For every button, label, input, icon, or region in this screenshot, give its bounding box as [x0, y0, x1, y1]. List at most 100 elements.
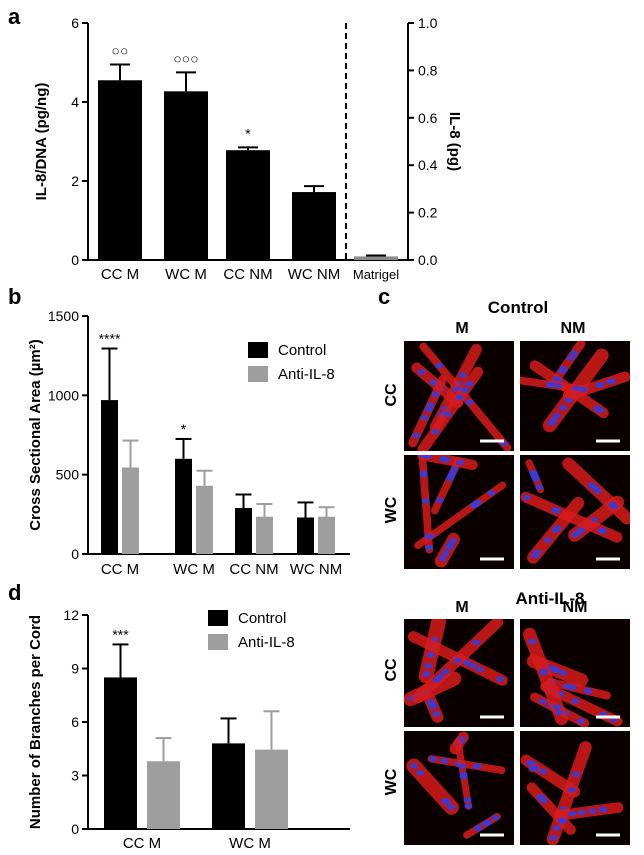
micrograph-nucleus [474, 825, 483, 832]
micrograph-nucleus [553, 525, 562, 532]
micrograph-images [404, 341, 630, 845]
micrograph-nucleus [571, 771, 580, 778]
chart-b-y-tick-label: 1500 [48, 308, 79, 324]
micrograph-nucleus [424, 662, 433, 669]
chart-a-category-label: CC NM [223, 266, 272, 283]
micrograph-nucleus [576, 718, 585, 725]
micrograph-nucleus [567, 786, 576, 793]
chart-b-y-tick-label: 500 [56, 467, 80, 483]
chart-a-bar [98, 80, 142, 261]
micrograph-title-anti-il8: Anti-IL-8 [516, 589, 585, 608]
micrograph-nucleus [571, 531, 580, 538]
micrograph-nucleus [463, 796, 472, 803]
chart-a-y2-title: IL-8 (pg) [446, 112, 463, 171]
micrograph-anti-cc-m [404, 619, 514, 727]
micrograph-nucleus [583, 688, 592, 695]
micrograph-nucleus [588, 807, 597, 814]
chart-a-y-tick-label: 0 [71, 252, 79, 268]
micrograph-nucleus [481, 820, 490, 827]
chart-a-y-tick-label: 6 [71, 15, 79, 31]
chart-a-category-label: WC NM [288, 266, 341, 283]
chart-a-category-label: CC M [101, 266, 139, 283]
chart-b-bar-anti-il8 [196, 485, 213, 554]
micrograph-nucleus [552, 412, 561, 419]
micrograph-nucleus [473, 763, 482, 770]
micrograph-nucleus [555, 709, 564, 716]
micrograph-nucleus [571, 698, 580, 705]
micrograph-row-label-cc: CC [383, 383, 400, 407]
micrograph-nucleus [530, 765, 539, 772]
micrograph-nucleus [441, 797, 450, 804]
micrograph-nucleus [551, 507, 560, 514]
micrograph-nucleus [568, 810, 577, 817]
chart-d-y-tick-label: 3 [71, 768, 79, 784]
chart-d-legend-label: Control [238, 610, 286, 627]
micrograph-anti-wc-nm [520, 731, 630, 845]
micrograph-nucleus [428, 703, 437, 710]
micrograph-content [406, 731, 506, 839]
micrograph-nucleus [455, 394, 464, 401]
chart-a-bar [354, 256, 398, 260]
chart-a-y-tick-label: 4 [71, 94, 79, 110]
micrograph-nucleus [538, 698, 547, 705]
micrograph-nucleus [567, 355, 576, 362]
micrograph-nucleus [465, 380, 474, 387]
chart-d-category-label: WC M [229, 835, 271, 852]
micrograph-cell-strand [551, 341, 586, 385]
panel-label-a: a [8, 4, 21, 29]
micrograph-nucleus [435, 497, 444, 504]
micrograph-nucleus [549, 834, 558, 841]
chart-d-bar-anti-il8 [255, 749, 288, 829]
micrograph-nucleus [539, 768, 548, 775]
micrograph-nucleus [424, 533, 433, 540]
micrograph-nucleus [429, 379, 438, 386]
chart-a-category-label: Matrigel [353, 267, 399, 282]
chart-a-significance: * [245, 125, 251, 141]
chart-d-significance: *** [112, 626, 129, 642]
panel-label-c: c [378, 284, 390, 309]
micrograph-content [520, 341, 630, 433]
micrograph-content [414, 455, 507, 568]
micrograph-nucleus [522, 494, 531, 501]
micrograph-nucleus [431, 428, 440, 435]
micrograph-nucleus [459, 773, 468, 780]
micrograph-nucleus [422, 671, 431, 678]
micrograph-nucleus [461, 386, 470, 393]
chart-a-bar [164, 91, 208, 261]
micrograph-nucleus [553, 704, 562, 711]
micrograph-control-cc-nm [520, 341, 630, 451]
micrograph-nucleus [425, 544, 434, 551]
micrograph-nucleus [409, 762, 418, 769]
chart-b-y-title: Cross Sectional Area (µm²) [27, 339, 44, 530]
micrograph-nucleus [421, 498, 430, 505]
micrograph-nucleus [453, 657, 462, 664]
micrograph-nucleus [610, 503, 619, 510]
chart-b-category-label: CC NM [229, 561, 278, 578]
chart-d-category-label: CC M [123, 835, 161, 852]
chart-a-significance: ○○○ [173, 50, 198, 66]
chart-d-legend-label: Anti-IL-8 [238, 634, 295, 651]
chart-b: 0 500 1000 1500 **** CC M * WC M CC NM WC NM Contr… [27, 308, 350, 578]
chart-b-legend-label: Anti-IL-8 [278, 366, 335, 383]
chart-a-y-tick-label: 2 [71, 173, 79, 189]
micrograph-nucleus [546, 381, 555, 388]
micrograph-nucleus [441, 550, 450, 557]
chart-b-significance: **** [99, 331, 121, 347]
micrograph-nucleus [579, 386, 588, 393]
micrograph-col-label-nm: NM [561, 320, 586, 337]
micrograph-nucleus [570, 350, 579, 357]
micrograph-content [408, 342, 512, 451]
micrograph-nucleus [469, 502, 478, 509]
micrograph-anti-cc-nm [520, 619, 630, 727]
chart-b-bar-anti-il8 [122, 467, 139, 554]
micrograph-col-label-nm-2: NM [563, 599, 588, 616]
chart-b-bar-control [175, 458, 192, 554]
micrograph-nucleus [428, 756, 437, 763]
chart-b-y-tick-label: 0 [71, 546, 79, 562]
chart-b-bar-anti-il8 [318, 516, 335, 554]
micrograph-nucleus [598, 806, 607, 813]
micrograph-row-label-wc: WC [383, 496, 400, 523]
chart-a-category-label: WC M [165, 266, 207, 283]
micrograph-nucleus [543, 536, 552, 543]
chart-d-y-tick-label: 9 [71, 661, 79, 677]
